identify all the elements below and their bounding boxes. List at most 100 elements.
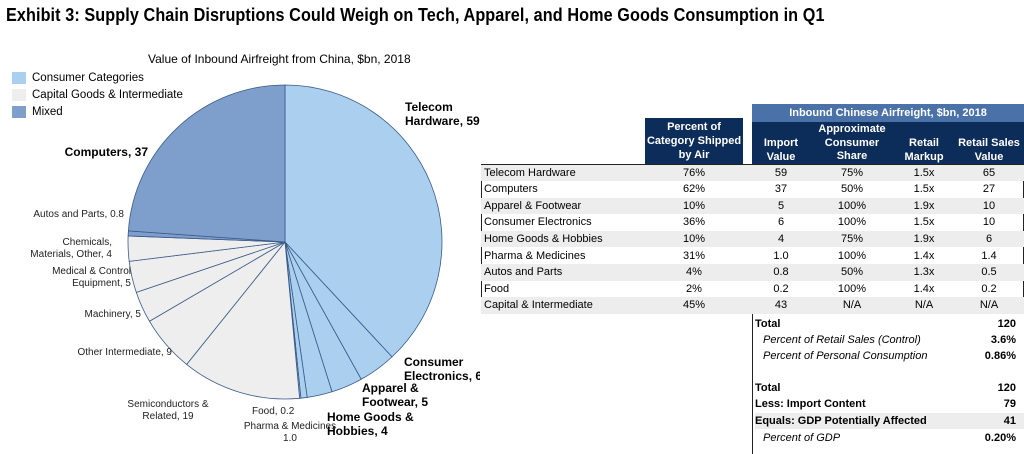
slice-label: Other Intermediate, 9 <box>78 347 173 358</box>
row-label: Telecom Hardware <box>484 166 576 179</box>
header-retail-sales-value: Retail Sales Value <box>954 122 1024 164</box>
table-cell: 62% <box>682 183 706 196</box>
header-percent-shipped-by-air: Percent of Category Shipped by Air <box>645 118 743 164</box>
table-cell: 10% <box>682 232 706 245</box>
table-cell: 0.5 <box>981 266 997 279</box>
table-row: Consumer Electronics 36% 6 100% 1.5x 10 <box>481 214 1024 231</box>
table-cell: 37 <box>774 183 788 196</box>
table-cell: 1.3x <box>913 266 935 279</box>
table-cell: 0.2 <box>773 282 789 295</box>
table-cell: 1.5x <box>913 216 935 229</box>
table-cell: 100% <box>837 282 867 295</box>
pie-slice <box>186 240 301 400</box>
table-row: Telecom Hardware 76% 59 75% 1.5x 65 <box>481 164 1024 182</box>
summary-label: Equals: GDP Potentially Affected <box>755 415 927 427</box>
table-cell: 27 <box>982 183 996 196</box>
summary-label: Total <box>755 318 781 330</box>
slice-label: Computers, 37 <box>65 145 149 159</box>
summary-label: Total <box>755 382 781 394</box>
row-label: Food <box>484 282 510 295</box>
table-cell: 36% <box>682 216 706 229</box>
table-cell: N/A <box>842 299 862 312</box>
summary-row: Equals: GDP Potentially Affected 41 <box>755 413 1024 429</box>
table-cell: 75% <box>840 166 864 179</box>
pie-chart-title: Value of Inbound Airfreight from China, … <box>148 52 411 66</box>
slice-label: Food, 0.2 <box>252 406 295 417</box>
table-cell: 31% <box>682 249 706 262</box>
header-retail-markup-text: Retail Markup <box>904 137 944 163</box>
pie-chart: Telecom Hardware, 59 Consumer Electronics, … <box>30 84 480 444</box>
summary-label: Percent of Retail Sales (Control) <box>763 334 921 346</box>
table-cell: 45% <box>682 299 706 312</box>
row-label: Autos and Parts <box>484 266 563 279</box>
header-consumer-share: Approximate Consumer Share <box>810 122 894 164</box>
summary-value: 79 <box>1003 398 1016 410</box>
table-cell: 1.9x <box>913 199 935 212</box>
table-cell: N/A <box>979 299 999 312</box>
table-cell: 0.8 <box>773 266 789 279</box>
table-row: Capital & Intermediate 45% 43 N/A N/A N/A <box>481 297 1024 314</box>
table-row: Apparel & Footwear 10% 5 100% 1.9x 10 <box>481 197 1024 215</box>
table-cell: 4 <box>777 232 785 245</box>
table-cell: 59 <box>774 166 788 179</box>
table-cell: 5 <box>777 199 785 212</box>
table-cell: 2% <box>686 282 702 295</box>
legend-item-capital: Capital Goods & Intermediate <box>10 88 183 105</box>
table-cell: 100% <box>837 216 867 229</box>
table-row: Food 2% 0.2 100% 1.4x 0.2 <box>481 281 1024 298</box>
header-retail-markup: Retail Markup <box>894 122 954 164</box>
legend-item-consumer: Consumer Categories <box>10 71 183 88</box>
summary-value: 41 <box>1003 415 1016 427</box>
slice-label: Pharma & Medicines 1.0 <box>244 421 336 444</box>
table-cell: 43 <box>774 299 788 312</box>
summary-value: 3.6% <box>990 334 1016 346</box>
legend-swatch-consumer <box>12 72 26 84</box>
header-import-value-text: Import Value <box>763 137 799 163</box>
table-cell: 100% <box>837 199 867 212</box>
table-cell: 6 <box>777 216 785 229</box>
summary-label: Percent of Personal Consumption <box>763 350 928 362</box>
table-row: Autos and Parts 4% 0.8 50% 1.3x 0.5 <box>481 264 1024 281</box>
slice-label: Chemicals, Materials, Other, 4 <box>30 237 112 260</box>
table-group-header: Inbound Chinese Airfreight, $bn, 2018 <box>752 104 1024 122</box>
legend-label-consumer: Consumer Categories <box>32 72 144 84</box>
summary-value: 120 <box>997 318 1016 330</box>
slice-label: Telecom Hardware, 59 <box>405 100 480 128</box>
table-cell: 6 <box>985 232 993 245</box>
slice-label: Semiconductors & Related, 19 <box>127 399 208 422</box>
header-retail-sales-text: Retail Sales Value <box>958 137 1020 163</box>
table-row: Home Goods & Hobbies 10% 4 75% 1.9x 6 <box>481 230 1024 248</box>
table-cell: 10 <box>982 199 996 212</box>
summary-row: Percent of GDP 0.20% <box>755 430 1024 446</box>
table-cell: 1.5x <box>913 183 935 196</box>
table-cell: 10% <box>682 199 706 212</box>
table-cell: 1.0 <box>773 249 789 262</box>
table-cell: 50% <box>840 266 864 279</box>
pie-legend: Consumer Categories Capital Goods & Inte… <box>10 71 183 122</box>
table-cell: 1.9x <box>913 232 935 245</box>
summary-value: 0.86% <box>984 350 1016 362</box>
slice-label: Home Goods & Hobbies, 4 <box>327 410 414 438</box>
table-cell: 50% <box>840 183 864 196</box>
table-cell: 0.2 <box>981 282 997 295</box>
pie-slice <box>284 84 443 358</box>
slice-label: Apparel & Footwear, 5 <box>362 381 428 409</box>
row-label: Pharma & Medicines <box>484 249 586 262</box>
table-cell: 100% <box>837 249 867 262</box>
table-cell: 75% <box>840 232 864 245</box>
table-cell: 4% <box>686 266 702 279</box>
legend-label-mixed: Mixed <box>32 106 63 118</box>
table-cell: 76% <box>682 166 706 179</box>
row-label: Computers <box>484 183 538 196</box>
table-cell: 10 <box>982 216 996 229</box>
summary-label: Less: Import Content <box>755 398 866 410</box>
legend-label-capital: Capital Goods & Intermediate <box>32 89 183 101</box>
summary-row: Percent of Personal Consumption 0.86% <box>755 348 1024 364</box>
legend-swatch-capital <box>12 89 26 101</box>
pie-slice <box>127 84 286 243</box>
page-title: Exhibit 3: Supply Chain Disruptions Coul… <box>6 5 825 25</box>
slice-label: Consumer Electronics, 6 <box>404 355 480 383</box>
summary-frame <box>752 314 1024 454</box>
summary-value: 0.20% <box>984 432 1016 444</box>
slice-label: Autos and Parts, 0.8 <box>33 209 124 220</box>
